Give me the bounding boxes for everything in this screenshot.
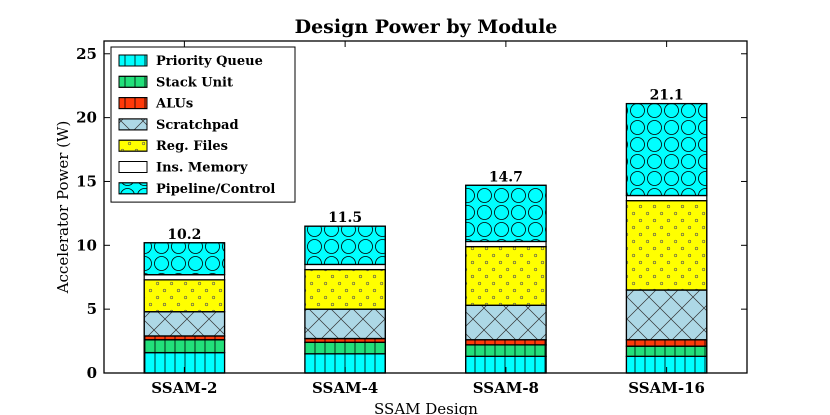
legend-label-ins-memory: Ins. Memory <box>156 161 248 176</box>
x-tick-label-ssam-2: SSAM-2 <box>151 379 217 397</box>
legend-swatch-reg-files-hatch <box>118 139 148 152</box>
total-labels: 10.2 11.5 14.7 21.1 <box>167 88 683 243</box>
total-label-ssam-8: 14.7 <box>489 169 523 185</box>
bar-ssam-2-stack-unit-hatch <box>143 339 226 354</box>
bar-ssam-16-reg-files-hatch <box>625 200 708 291</box>
x-tick-label-ssam-16: SSAM-16 <box>628 379 705 397</box>
legend-label-alus: ALUs <box>155 97 193 112</box>
bar-ssam-8-scratchpad-hatch <box>465 304 547 341</box>
bar-ssam-4-ins-memory <box>304 263 386 271</box>
legend: Priority Queue Stack Unit ALUs Scratchpad Re… <box>110 46 296 203</box>
bar-ssam-4-scratchpad-hatch <box>304 308 386 340</box>
bar-ssam-8-alus-hatch <box>465 339 547 346</box>
bar-ssam-8-reg-files-hatch <box>465 245 547 306</box>
x-axis-label: SSAM Design <box>374 400 478 415</box>
y-tick-label-20: 20 <box>76 109 97 127</box>
legend-swatch-stack-unit-hatch <box>118 75 148 88</box>
bar-ssam-8-stack-unit-hatch <box>465 344 547 357</box>
legend-label-stack-unit: Stack Unit <box>156 75 233 90</box>
bar-ssam-16-ins-memory <box>625 194 708 202</box>
bar-group <box>143 102 708 374</box>
legend-swatch-scratchpad-hatch <box>118 118 148 131</box>
bar-ssam-2-ins-memory <box>143 274 226 281</box>
bar-ssam-16-alus-hatch <box>625 339 708 347</box>
chart-title: Design Power by Module <box>295 16 558 38</box>
bar-ssam-2-pipeline-control-hatch <box>143 242 226 276</box>
bar-ssam-8-pipeline-control-hatch <box>465 184 547 243</box>
total-label-ssam-16: 21.1 <box>650 88 684 104</box>
bar-ssam-4-pipeline-control-hatch <box>304 225 386 266</box>
bar-ssam-2-scratchpad-hatch <box>143 311 226 337</box>
bar-ssam-4-reg-files-hatch <box>304 268 386 310</box>
bar-ssam-2-reg-files-hatch <box>143 279 226 313</box>
x-tick-label-ssam-4: SSAM-4 <box>312 379 378 397</box>
legend-label-reg-files: Reg. Files <box>156 139 228 154</box>
y-tick-label-5: 5 <box>87 300 97 318</box>
legend-swatch-ins-memory <box>118 161 148 173</box>
bar-ssam-16-pipeline-control-hatch <box>625 102 708 197</box>
total-label-ssam-4: 11.5 <box>328 210 362 226</box>
legend-swatch-pipeline-control-hatch <box>118 182 148 195</box>
axis-ticks: SSAM-2 SSAM-4 SSAM-8 SSAM-16 0 5 10 15 20 25 <box>76 41 747 397</box>
bar-ssam-16-scratchpad-hatch <box>625 289 708 341</box>
legend-label-pipeline-control: Pipeline/Control <box>156 182 275 197</box>
bar-ssam-8-ins-memory <box>465 240 547 248</box>
legend-label-priority-queue: Priority Queue <box>156 54 263 69</box>
y-tick-label-15: 15 <box>76 172 97 190</box>
legend-label-scratchpad: Scratchpad <box>156 118 239 133</box>
legend-swatch-alus-hatch <box>118 97 148 110</box>
plot-area <box>103 40 748 374</box>
bar-ssam-16-stack-unit-hatch <box>625 345 708 357</box>
y-axis-label: Accelerator Power (W) <box>54 121 72 295</box>
y-tick-label-25: 25 <box>76 45 97 63</box>
x-tick-label-ssam-8: SSAM-8 <box>473 379 539 397</box>
total-label-ssam-2: 10.2 <box>167 227 201 243</box>
bar-ssam-4-stack-unit-hatch <box>304 341 386 355</box>
y-tick-label-0: 0 <box>87 364 97 382</box>
y-tick-label-10: 10 <box>76 236 97 254</box>
legend-swatch-priority-queue-hatch <box>118 54 148 67</box>
